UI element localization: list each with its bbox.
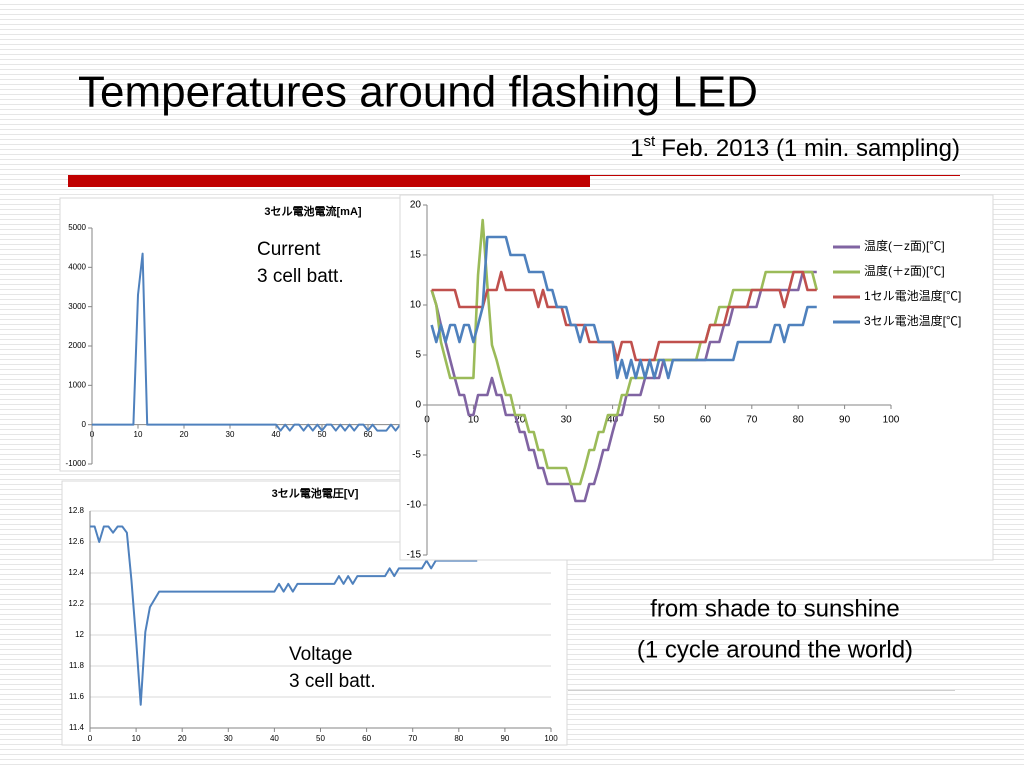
- x-tick-label: 100: [544, 734, 558, 743]
- x-tick-label: 50: [318, 430, 327, 439]
- x-tick-label: 100: [883, 415, 900, 426]
- y-tick-label: 12.4: [68, 568, 84, 577]
- y-tick-label: 12: [75, 630, 84, 639]
- y-tick-label: 1000: [68, 380, 86, 389]
- annotation: Voltage: [289, 644, 352, 665]
- x-tick-label: 40: [270, 734, 279, 743]
- annotation: 3 cell batt.: [289, 671, 376, 692]
- date-number: 1: [630, 135, 643, 162]
- accent-bar: [68, 175, 590, 187]
- x-tick-label: 50: [653, 415, 665, 426]
- chart-area: [399, 194, 994, 561]
- y-tick-label: 5000: [68, 223, 86, 232]
- x-tick-label: 20: [514, 415, 526, 426]
- y-tick-label: 11.8: [69, 661, 85, 670]
- x-tick-label: 40: [607, 415, 619, 426]
- x-tick-label: 70: [408, 734, 417, 743]
- y-tick-label: 11.6: [69, 692, 85, 701]
- y-tick-label: 15: [410, 250, 422, 261]
- y-tick-label: -15: [407, 550, 422, 561]
- y-tick-label: 2000: [68, 341, 86, 350]
- data-line: [430, 270, 817, 503]
- x-tick-label: 80: [793, 415, 805, 426]
- x-tick-label: 10: [468, 415, 480, 426]
- x-tick-label: 30: [561, 415, 573, 426]
- y-tick-label: -1000: [66, 459, 87, 468]
- y-tick-label: 3000: [68, 302, 86, 311]
- x-tick-label: 60: [362, 734, 371, 743]
- y-tick-label: 12.6: [68, 537, 84, 546]
- chart-title: 3セル電池電流[mA]: [264, 204, 362, 218]
- y-tick-label: 20: [410, 200, 422, 211]
- x-tick-label: 30: [224, 734, 233, 743]
- y-tick-label: 4000: [68, 262, 86, 271]
- legend-label: 1セル電池温度[℃]: [864, 288, 961, 303]
- legend-label: 3セル電池温度[℃]: [864, 313, 961, 328]
- legend-label: 温度(－z面)[℃]: [864, 238, 945, 253]
- data-line: [431, 270, 817, 362]
- x-tick-label: 50: [316, 734, 325, 743]
- y-tick-label: 11.4: [69, 723, 85, 732]
- y-tick-label: -10: [407, 500, 422, 511]
- x-tick-label: 20: [180, 430, 189, 439]
- x-tick-label: 10: [134, 430, 143, 439]
- charts: -100001000200030004000500001020304050607…: [59, 194, 994, 746]
- annotation: 3 cell batt.: [257, 266, 344, 287]
- x-tick-label: 40: [272, 430, 281, 439]
- x-tick-label: 0: [88, 734, 93, 743]
- caption: from shade to sunshine: [650, 595, 899, 622]
- x-tick-label: 70: [746, 415, 758, 426]
- slide-title: Temperatures around flashing LED: [78, 68, 758, 117]
- x-tick-label: 30: [226, 430, 235, 439]
- y-tick-label: -5: [412, 450, 421, 461]
- annotation: Current: [257, 239, 321, 260]
- date-text: Feb. 2013 (1 min. sampling): [661, 135, 960, 162]
- y-tick-label: 0: [415, 400, 421, 411]
- chart-title: 3セル電池電圧[V]: [272, 486, 359, 500]
- x-tick-label: 60: [364, 430, 373, 439]
- slide-date: 1st Feb. 2013 (1 min. sampling): [630, 133, 960, 162]
- x-tick-label: 80: [454, 734, 463, 743]
- x-tick-label: 90: [500, 734, 509, 743]
- data-line: [430, 235, 817, 380]
- x-tick-label: 90: [839, 415, 851, 426]
- caption: (1 cycle around the world): [637, 636, 913, 663]
- x-tick-label: 60: [700, 415, 712, 426]
- data-line: [90, 525, 478, 706]
- y-tick-label: 5: [415, 350, 421, 361]
- x-tick-label: 10: [132, 734, 141, 743]
- y-tick-label: 10: [410, 300, 422, 311]
- chart: -15-10-5051015200102030405060708090100温度…: [399, 194, 994, 561]
- legend-label: 温度(＋z面)[℃]: [864, 263, 945, 278]
- y-tick-label: 12.8: [68, 506, 84, 515]
- y-tick-label: 0: [82, 420, 87, 429]
- x-tick-label: 20: [178, 734, 187, 743]
- y-tick-label: 12.2: [68, 599, 84, 608]
- date-suffix: st: [644, 133, 657, 150]
